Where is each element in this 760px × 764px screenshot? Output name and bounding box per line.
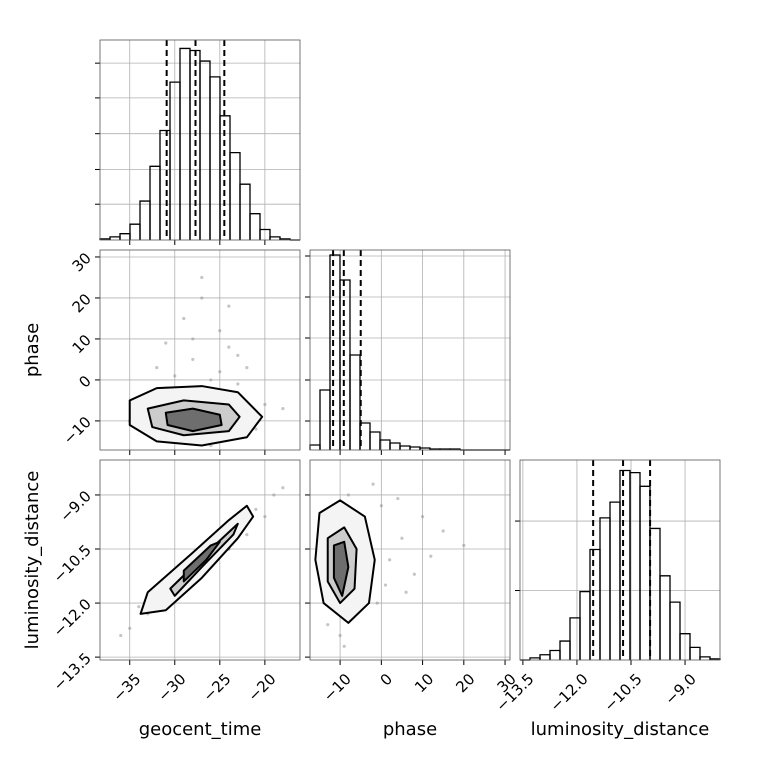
sample-point [263,402,267,407]
y-tick-label: −9.0 [56,487,94,525]
sample-point [245,532,249,537]
sample-point [379,504,383,508]
sample-point [281,486,285,490]
sample-point [119,633,123,638]
sample-point [128,626,132,630]
x-tick-label: 0 [377,670,396,689]
panel-frame [309,249,511,451]
sample-point [200,275,204,280]
sample-point [254,507,258,511]
sample-point [191,357,195,362]
sample-point [272,493,276,497]
y-tick-label: 10 [69,331,95,357]
sample-point [429,554,433,558]
histogram-bin [239,183,251,240]
x-axis-label: phase [383,719,437,740]
sample-point [420,514,425,519]
sample-point [164,341,168,345]
sample-point [173,374,177,378]
sample-point [218,370,222,374]
sample-point [375,601,379,605]
sample-point [263,514,267,519]
y-tick-label: −10.5 [50,541,95,586]
sample-point [182,316,186,321]
sample-point [326,623,330,627]
x-tick-label: −10.5 [601,670,646,715]
x-tick-label: 10 [411,670,437,696]
panel-frame [99,249,301,451]
x-axis-label: luminosity_distance [531,719,710,740]
x-tick-label: −25 [199,670,234,705]
x-tick-label: −35 [109,670,144,705]
sample-point [441,529,445,533]
x-tick-label: −30 [154,670,189,705]
sample-point [342,644,346,648]
x-tick-label: −12.0 [546,670,591,715]
sample-point [254,427,258,431]
y-axis-label: luminosity_distance [22,471,43,650]
sample-point [281,407,285,411]
sample-point [387,558,392,562]
sample-point [338,633,342,638]
y-tick-label: 30 [69,249,95,275]
sample-point [191,337,195,341]
panel-frame [309,459,511,661]
sample-point [412,572,416,576]
x-tick-label: −10 [320,670,355,705]
y-axis-label: phase [22,323,43,377]
sample-point [245,366,249,370]
x-axis-label: geocent_time [139,719,262,740]
panel-frame [99,459,301,661]
x-tick-label: −9.0 [661,670,699,708]
sample-point [200,296,204,300]
sample-point [137,605,141,609]
sample-point [227,304,231,308]
y-tick-label: 0 [75,372,94,391]
sample-point [236,353,240,357]
sample-point [155,366,159,370]
y-tick-label: −10 [60,413,95,448]
sample-point [371,482,375,486]
sample-point [209,378,213,382]
panel-frame [99,39,301,241]
x-tick-label: −20 [245,670,280,705]
y-tick-label: −13.5 [50,649,95,694]
histogram-bin [669,601,681,660]
x-tick-label: 20 [452,670,478,696]
sample-point [404,590,408,594]
sample-point [462,543,466,548]
contour [182,540,221,583]
y-tick-label: 20 [69,290,95,316]
panel-frame [519,459,721,661]
sample-point [346,493,350,497]
contour [332,540,350,597]
sample-point [383,583,388,587]
histogram-bin [259,228,271,240]
contour [164,407,223,433]
histogram-bin [689,646,701,660]
sample-point [400,536,404,540]
sample-point [236,382,240,386]
sample-point [218,329,222,333]
sample-point [396,496,400,501]
sample-point [227,345,231,349]
histogram-bin [249,213,261,240]
y-tick-label: −12.0 [50,595,95,640]
